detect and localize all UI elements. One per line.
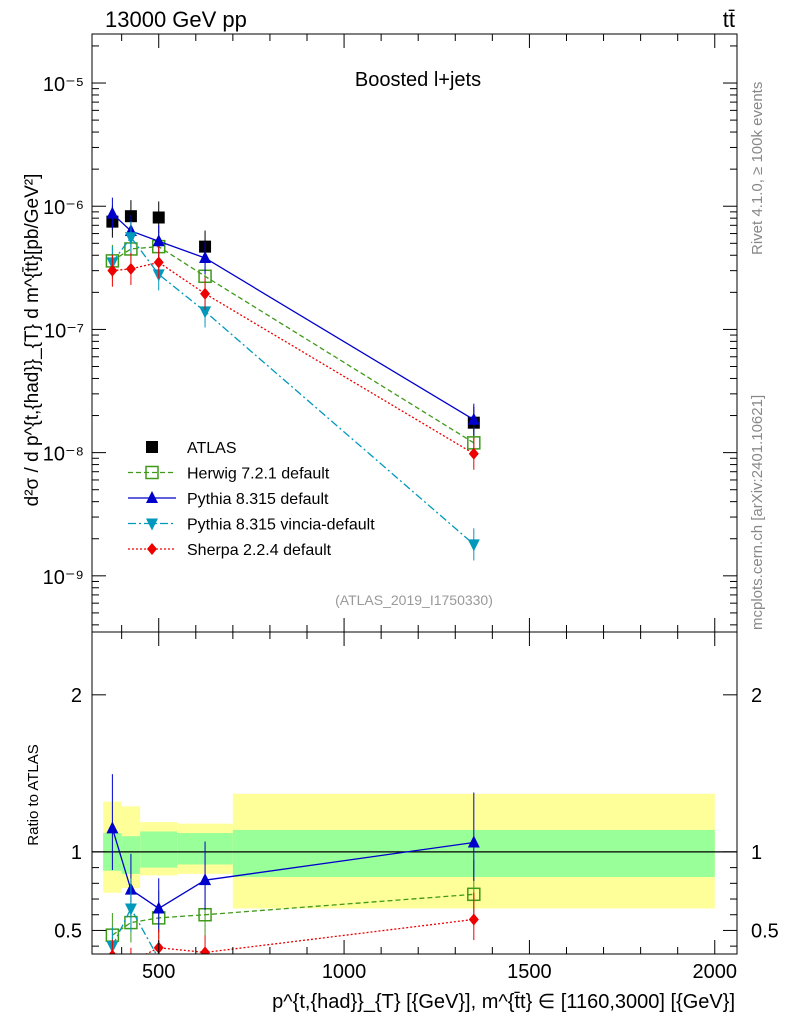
legend-marker-herwig — [145, 465, 159, 480]
ratio-point-sherpa — [468, 913, 479, 926]
line-vincia — [111, 236, 475, 545]
y-tick-label-main: 10⁻⁵ — [43, 74, 84, 96]
line-pythia — [111, 213, 475, 421]
ratio-point-pythia — [152, 901, 165, 914]
process-label: tt̄ — [723, 7, 735, 32]
point-sherpa — [200, 287, 211, 300]
rivet-version-label: Rivet 4.1.0, ≥ 100k events — [749, 82, 766, 255]
y-tick-label-ratio: 2 — [71, 685, 82, 707]
legend-label-herwig: Herwig 7.2.1 default — [187, 466, 330, 483]
point-pythia — [106, 206, 119, 219]
ratio-line-sherpa — [144, 918, 474, 954]
ratio-panel: 0.5 0.5 1 1 2 2 500 1000 1500 2000 Ratio to ATLAS… — [25, 631, 779, 1013]
point-sherpa — [468, 447, 479, 460]
x-tick-label: 2000 — [693, 961, 738, 983]
analysis-watermark: (ATLAS_2019_I1750330) — [335, 592, 493, 608]
ratio-point-vincia — [124, 903, 137, 916]
y-tick-label-ratio: 1 — [71, 842, 82, 864]
point-pythia — [467, 412, 480, 425]
y-tick-label-main: 10⁻⁷ — [44, 320, 84, 342]
point-pythia — [199, 250, 212, 263]
y-tick-label-ratio-right: 1 — [751, 842, 762, 864]
series-sherpa — [107, 246, 479, 470]
y-tick-label-ratio-right: 2 — [751, 685, 762, 707]
y-tick-label-ratio: 0.5 — [54, 920, 82, 942]
point-vincia — [467, 539, 480, 552]
ratio-point-pythia — [106, 821, 119, 834]
ratio-point-sherpa — [126, 956, 136, 968]
uncertainty-band-inner — [140, 831, 178, 868]
source-label: mcplots.cern.ch [arXiv:2401.10621] — [749, 395, 766, 630]
ratio-series-sherpa — [108, 892, 479, 968]
ratio-line-vincia — [111, 907, 157, 954]
series-vincia — [106, 221, 480, 561]
point-sherpa — [153, 256, 164, 269]
legend-marker-vincia — [146, 518, 158, 531]
legend-label-vincia: Pythia 8.315 vincia-default — [187, 517, 375, 534]
legend-marker-pythia — [146, 491, 158, 503]
ratio-plot-frame — [91, 631, 738, 955]
x-tick-label: 1500 — [507, 961, 552, 983]
y-tick-label-main: 10⁻⁸ — [43, 444, 84, 466]
ratio-point-sherpa — [108, 949, 117, 954]
legend-marker-sherpa — [147, 543, 157, 555]
point-sherpa — [125, 262, 136, 275]
line-herwig — [112, 245, 475, 444]
point-pythia — [152, 234, 165, 247]
x-tick-label: 1000 — [322, 961, 367, 983]
ratio-series-pythia — [106, 774, 480, 932]
legend-marker-atlas — [146, 441, 158, 453]
y-tick-label-main: 10⁻⁶ — [43, 197, 84, 219]
series-pythia — [106, 197, 480, 436]
energy-label: 13000 GeV pp — [105, 7, 247, 32]
y-axis-label-ratio: Ratio to ATLAS — [25, 744, 42, 845]
legend-label-sherpa: Sherpa 2.2.4 default — [187, 542, 332, 559]
x-axis-label: p^{t,{had}}_{T} [{GeV}], m^{t̄t} ∈ [1160… — [272, 991, 735, 1013]
x-tick-label: 500 — [142, 961, 175, 983]
point-vincia — [199, 306, 212, 319]
point-sherpa — [107, 264, 118, 277]
legend: ATLAS Herwig 7.2.1 default Pythia 8.315 de… — [128, 440, 375, 559]
legend-label-atlas: ATLAS — [187, 440, 237, 457]
point-vincia — [124, 232, 137, 245]
point-atlas — [152, 211, 165, 224]
y-axis-label-main: d²σ / d p^{t,{had}}_{T} d m^{t̄t}[pb/GeV… — [22, 174, 43, 507]
line-sherpa — [112, 261, 475, 455]
y-tick-label-main: 10⁻⁹ — [43, 567, 84, 589]
ratio-point-vincia — [199, 957, 211, 969]
main-panel: 10⁻⁹ 10⁻⁸ 10⁻⁷ 10⁻⁶ 10⁻⁵ Boosted l+jets (ATL… — [22, 33, 738, 633]
ratio-point-pythia — [199, 873, 212, 886]
ratio-point-sherpa — [200, 946, 211, 954]
series-atlas — [106, 200, 480, 439]
series-herwig — [105, 230, 481, 459]
chart-title: Boosted l+jets — [355, 69, 481, 91]
legend-label-pythia: Pythia 8.315 default — [187, 491, 329, 508]
ratio-point-pythia — [467, 835, 480, 848]
y-tick-label-ratio-right: 0.5 — [751, 920, 779, 942]
